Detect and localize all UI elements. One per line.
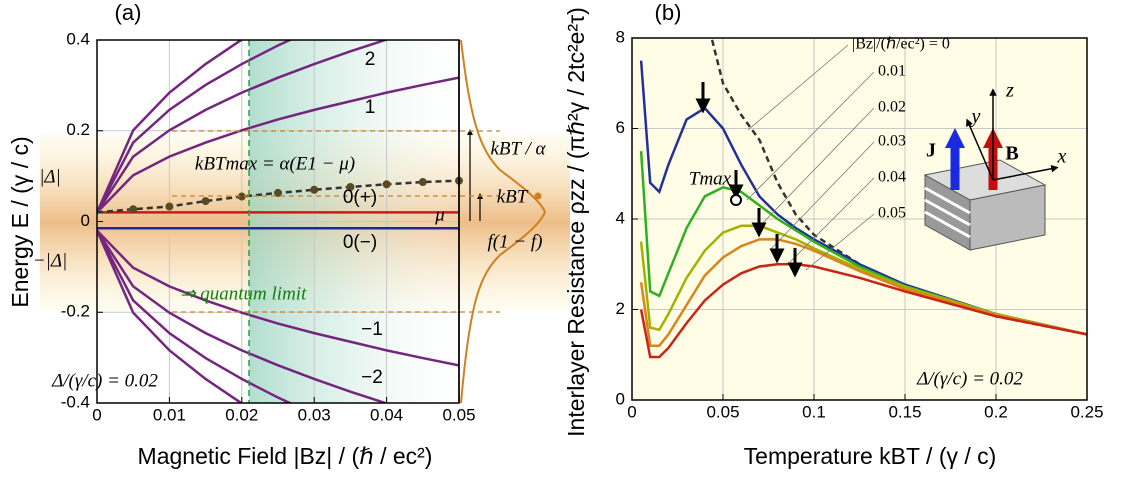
annotation: kBTmax = α(E1 − μ) — [195, 153, 355, 174]
tmax-marker — [730, 194, 742, 206]
x-axis-label: Magnetic Field |Bz| / (ℏ / ec²) — [138, 443, 433, 469]
x-tick-label: 0.25 — [1070, 402, 1103, 421]
series-line — [97, 230, 293, 403]
series-marker — [129, 205, 138, 214]
y-axis-label: Interlayer Resistance ρzz / (πℏ²γ / 2tc²… — [563, 7, 589, 437]
y-tick-label: -0.2 — [61, 302, 90, 321]
series-label: 1 — [365, 97, 376, 118]
series-label: 0.03 — [878, 133, 906, 150]
series-marker — [165, 202, 174, 211]
series-marker — [201, 197, 210, 206]
series-marker — [274, 188, 282, 197]
series-line — [639, 238, 1087, 347]
series-line — [97, 40, 293, 213]
x-tick-label: 0.05 — [442, 405, 475, 424]
annotation: ⇒ quantum limit — [180, 283, 307, 304]
x-tick-label: 0.2 — [984, 402, 1008, 421]
series-line — [639, 224, 1087, 336]
inset — [923, 88, 1059, 251]
inset-label: x — [1057, 146, 1067, 168]
annotation: μ — [434, 204, 445, 225]
y-tick-label: 0.2 — [66, 120, 90, 139]
y-tick-label: 6 — [616, 118, 625, 137]
x-tick-label: 0.1 — [802, 402, 826, 421]
series-line — [97, 76, 459, 214]
panel-label: (a) — [115, 0, 142, 25]
label-leader — [755, 107, 875, 231]
x-tick-label: 0.02 — [225, 405, 258, 424]
label-leader — [769, 141, 875, 251]
annotation: kBT — [497, 186, 529, 207]
annotation: kBT / α — [490, 138, 546, 159]
series-label: 0.02 — [878, 99, 906, 116]
y-tick-label: 0 — [81, 211, 90, 230]
series-marker — [418, 178, 427, 187]
series-label: 0(+) — [343, 187, 377, 208]
panel-label: (b) — [655, 0, 682, 25]
series-marker — [382, 180, 391, 189]
plot-frame — [631, 37, 1088, 401]
series-line — [97, 40, 390, 214]
series-label: −1 — [361, 319, 383, 340]
x-tick-label: 0.03 — [298, 405, 331, 424]
fermi-curve — [460, 39, 547, 404]
inset-label: J — [926, 140, 936, 162]
series-line — [639, 263, 1087, 359]
series-marker — [346, 183, 355, 192]
series-label: |Bz|/(ℏ/ec²) = 0 — [852, 36, 950, 53]
x-tick-label: 0.05 — [706, 402, 739, 421]
series-label: 0(−) — [343, 232, 377, 253]
y-axis-label: Energy E / (γ / c) — [7, 136, 33, 307]
x-tick-label: 0 — [92, 405, 101, 424]
label-leader — [746, 71, 875, 201]
y-tick-label: 4 — [616, 208, 625, 227]
y-tick-label: 2 — [616, 299, 625, 318]
x-tick-label: 0 — [627, 402, 636, 421]
annotation: |Δ| — [39, 166, 61, 187]
label-leader — [747, 44, 849, 131]
y-tick-label: -0.4 — [61, 392, 90, 411]
series-label: −2 — [361, 367, 383, 388]
x-axis-label: Temperature kBT / (γ / c) — [744, 443, 997, 469]
series-line — [710, 38, 1087, 336]
series-label: 0.01 — [878, 63, 906, 80]
x-tick-label: 0.01 — [153, 405, 186, 424]
series-line — [639, 60, 1087, 336]
series-line — [97, 230, 244, 403]
label-leader — [789, 177, 875, 263]
y-tick-label: 8 — [616, 27, 625, 46]
annotation: Tmax — [689, 168, 732, 189]
x-tick-label: 0.04 — [370, 405, 403, 424]
series-label: 0.05 — [878, 205, 906, 222]
x-tick-label: 0.15 — [888, 402, 921, 421]
peak-arrows — [695, 82, 803, 278]
inset-label: B — [1005, 143, 1018, 165]
series-line — [97, 40, 244, 213]
label-leader — [805, 213, 875, 271]
series-marker — [310, 185, 319, 194]
annotation: f(1 − f) — [487, 231, 542, 252]
series-marker — [237, 192, 246, 201]
y-tick-label: 0.4 — [66, 29, 90, 48]
reference-lines — [172, 130, 500, 313]
series-line — [97, 229, 390, 403]
inset-label: z — [1005, 80, 1014, 102]
series-line — [97, 229, 459, 367]
inset-label: y — [970, 106, 981, 128]
y-tick-label: 0 — [616, 389, 625, 408]
annotation: Δ/(γ/c) = 0.02 — [51, 370, 158, 391]
annotation: Δ/(γ/c) = 0.02 — [916, 368, 1023, 389]
annotation: −|Δ| — [33, 250, 67, 271]
series-label: 2 — [365, 49, 376, 70]
series-label: 0.04 — [878, 169, 906, 186]
series-line — [639, 151, 1087, 336]
fermi-point — [534, 192, 542, 200]
